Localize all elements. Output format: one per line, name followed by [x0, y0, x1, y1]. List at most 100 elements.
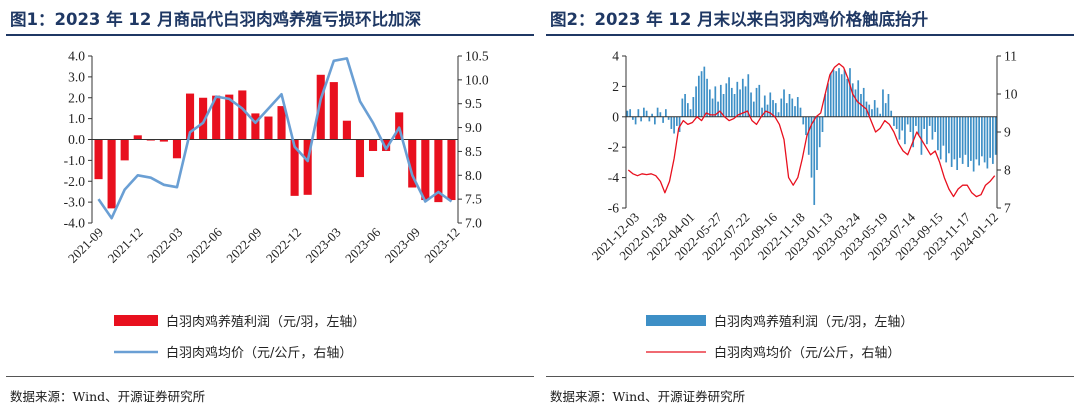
bar — [887, 94, 890, 117]
bar — [741, 78, 744, 117]
y-right-tick-label: 10.0 — [465, 72, 489, 87]
bar — [772, 100, 774, 117]
bar — [722, 94, 725, 117]
bar — [813, 116, 816, 205]
bar — [643, 107, 645, 117]
bar — [645, 110, 648, 117]
bar — [785, 103, 788, 117]
bar — [849, 68, 851, 117]
bar — [928, 116, 931, 126]
bar — [953, 116, 956, 160]
bar — [761, 107, 763, 117]
bar — [901, 116, 904, 131]
bar — [986, 116, 989, 169]
bar — [355, 139, 365, 178]
bar — [931, 116, 934, 140]
bar — [818, 116, 821, 148]
x-tick-label: 2022-12 — [263, 225, 304, 266]
bar — [939, 116, 942, 160]
bar — [909, 116, 912, 132]
bar — [684, 94, 686, 117]
bar — [805, 116, 807, 136]
bar — [857, 80, 860, 117]
bar — [942, 116, 945, 146]
bar — [382, 139, 391, 151]
bar — [950, 116, 953, 167]
title-rule — [6, 34, 534, 36]
bar — [871, 109, 873, 117]
y-left-tick-label: -1.0 — [64, 153, 86, 168]
source-rule — [6, 376, 534, 377]
x-tick-label: 2022-03 — [144, 225, 185, 266]
bar — [408, 139, 417, 188]
bar — [970, 116, 972, 161]
bar — [689, 109, 692, 117]
bar — [659, 112, 662, 117]
y-right-tick-label: 9.5 — [465, 96, 482, 111]
bar — [277, 106, 286, 140]
y-left-tick-label: -2 — [608, 140, 619, 155]
bar — [783, 89, 785, 117]
legend-swatch-profit — [114, 315, 158, 326]
chart-panel-weekly-profit-price: 图2：2023 年 12 月末以来白羽肉鸡价格触底抬升 4 2 0 -2 -4 -6 11 1… — [546, 0, 1074, 411]
chart-svg: 420-2-4-611109872021-12-032022-01-282022… — [589, 49, 1018, 362]
x-tick-label: 2022-09 — [223, 225, 264, 266]
bar — [829, 72, 832, 117]
bar — [873, 100, 876, 117]
bar — [923, 116, 926, 129]
y-left-tick-label: -3.0 — [64, 195, 86, 210]
bar — [769, 92, 772, 117]
bar — [851, 83, 854, 117]
bar — [133, 135, 142, 140]
bar — [854, 89, 857, 117]
y-right-tick-label: 10 — [1004, 87, 1018, 102]
bar — [832, 69, 835, 117]
y-left-tick-label: -4 — [608, 170, 619, 185]
bar — [926, 116, 928, 145]
y-left-tick-label: 0.0 — [68, 132, 85, 147]
bar — [904, 116, 906, 145]
bar — [989, 116, 991, 158]
bar — [920, 116, 923, 155]
x-tick-label: 2021-12 — [104, 225, 145, 266]
bar — [810, 116, 813, 178]
bar — [994, 116, 997, 155]
y-left-tick-label: 4 — [612, 49, 619, 64]
bar — [796, 97, 799, 117]
bar — [763, 95, 766, 117]
y-right-tick-label: 8.0 — [465, 168, 482, 183]
bar — [895, 116, 898, 129]
bar — [766, 104, 769, 117]
bar — [934, 116, 937, 132]
bar — [948, 116, 950, 154]
bar — [758, 84, 761, 117]
bar — [107, 139, 116, 209]
title-rule — [546, 34, 1074, 36]
bar — [840, 74, 843, 117]
bar — [961, 116, 964, 164]
bar — [172, 139, 182, 159]
chart-title: 图1：2023 年 12 月商品代白羽肉鸡养殖亏损环比加深 — [10, 10, 422, 29]
bar — [893, 116, 895, 126]
x-tick-label: 2023-12 — [421, 225, 462, 266]
x-tick-label: 2021-09 — [65, 225, 106, 266]
bar — [717, 101, 719, 117]
bar — [791, 98, 794, 117]
y-right-tick-label: 10.5 — [465, 49, 489, 64]
bar — [714, 86, 717, 117]
bar — [912, 116, 915, 148]
bar — [788, 94, 791, 117]
bar — [662, 116, 664, 123]
legend-label-profit: 白羽肉鸡养殖利润（元/羽，左轴） — [166, 314, 365, 330]
bar — [686, 103, 689, 117]
bar — [915, 116, 917, 126]
bar — [120, 139, 129, 161]
bar — [664, 109, 667, 117]
y-right-tick-label: 9.0 — [465, 120, 482, 135]
y-right-tick-label: 7.5 — [465, 192, 482, 207]
bar — [972, 116, 975, 172]
bar — [656, 107, 659, 117]
y-left-tick-label: -4.0 — [64, 216, 86, 231]
y-left-tick-label: 1.0 — [68, 111, 85, 126]
bar — [697, 75, 700, 117]
